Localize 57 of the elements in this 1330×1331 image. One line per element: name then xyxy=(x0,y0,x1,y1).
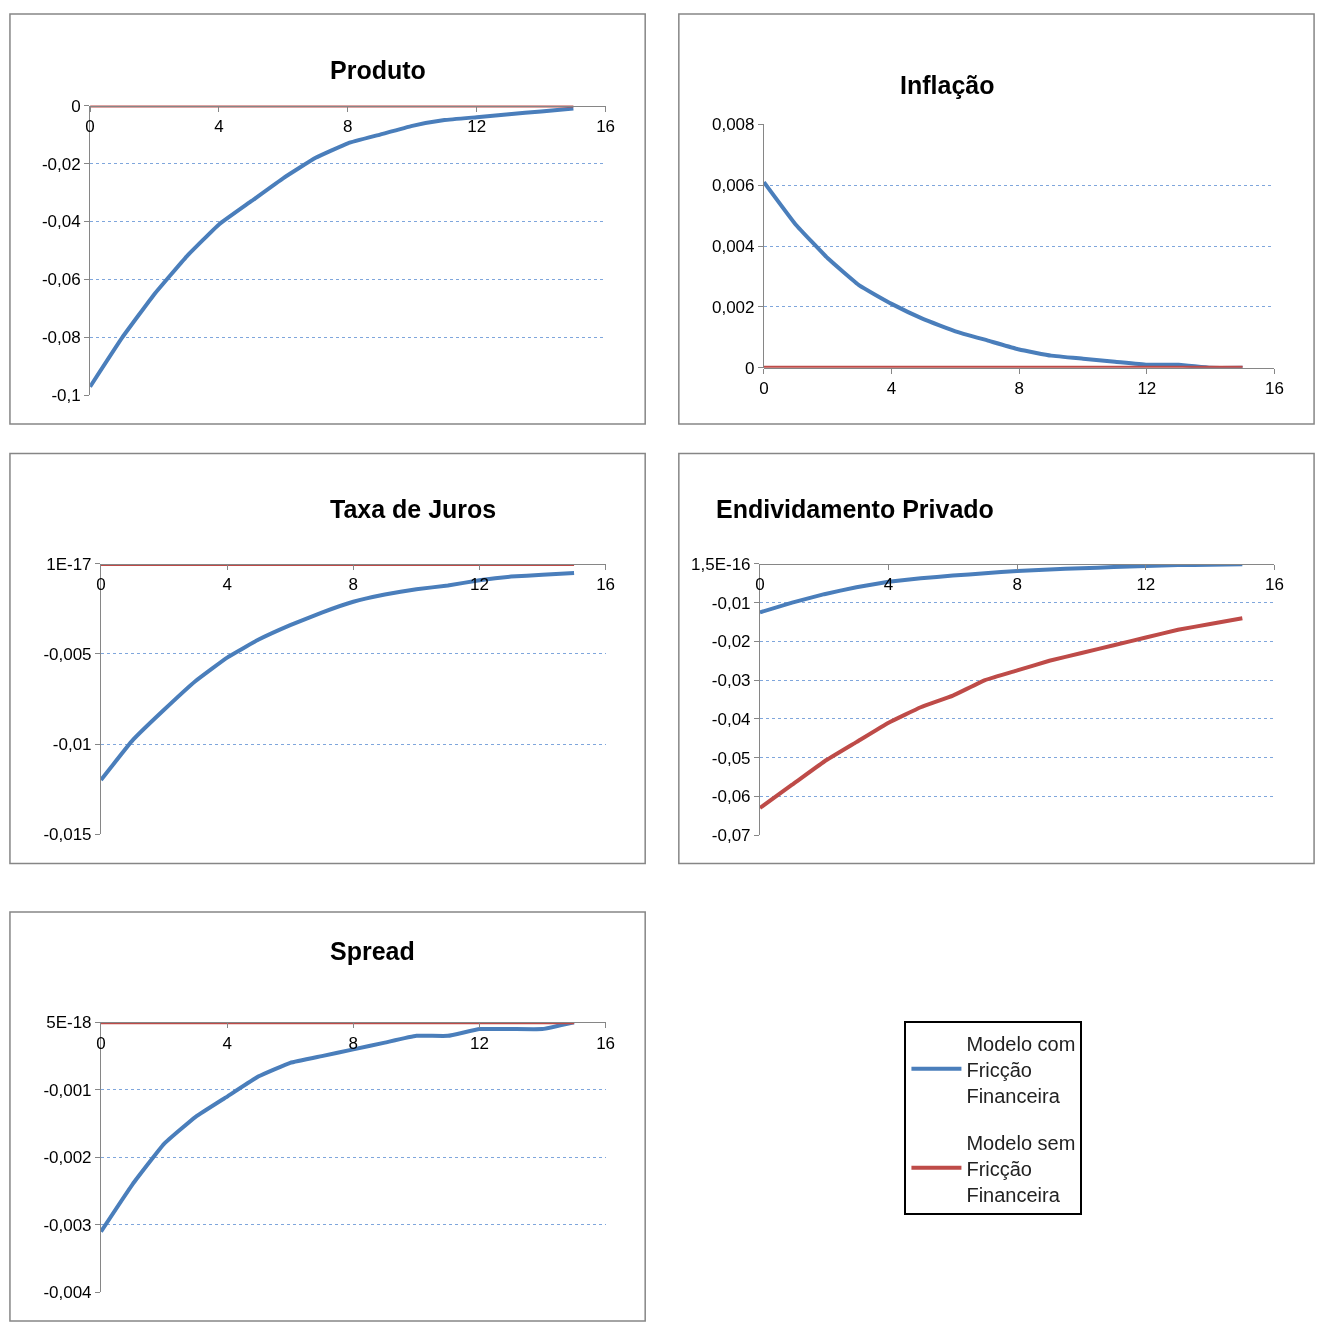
x-tick-label: 0 xyxy=(96,575,106,595)
y-tick-label: -0,04 xyxy=(711,709,751,729)
chart-title: Spread xyxy=(330,937,415,965)
y-tick-label: -0,005 xyxy=(43,644,92,664)
x-tick-label: 4 xyxy=(214,117,224,136)
y-tick-label: 0 xyxy=(71,96,81,116)
x-tick-label: 8 xyxy=(348,1033,359,1053)
y-tick-label: -0,015 xyxy=(43,825,92,844)
y-tick-label: -0,08 xyxy=(41,328,81,348)
y-tick-label: 0 xyxy=(745,358,755,378)
x-tick-label: 12 xyxy=(1136,575,1156,595)
x-tick-label: 8 xyxy=(348,575,359,595)
y-tick-label: -0,06 xyxy=(41,270,81,290)
x-tick-label: 8 xyxy=(343,117,353,136)
y-tick-label: -0,003 xyxy=(43,1215,92,1235)
x-tick-label: 0 xyxy=(759,379,769,399)
chart-title: Endividamento Privado xyxy=(716,495,994,523)
y-tick-label: -0,07 xyxy=(711,825,751,845)
x-tick-label: 8 xyxy=(1012,575,1022,595)
y-tick-label: 5E-18 xyxy=(46,1013,92,1033)
x-tick-label: 4 xyxy=(886,379,897,399)
y-tick-label: -0,05 xyxy=(711,748,751,768)
line-series xyxy=(759,616,1245,810)
chart-title: Taxa de Juros xyxy=(330,495,497,523)
x-tick-label: 12 xyxy=(469,1033,489,1053)
y-tick-label: -0,1 xyxy=(51,386,81,406)
x-tick-label: 12 xyxy=(1137,379,1157,399)
chart-title: Produto xyxy=(330,56,426,84)
x-tick-label: 12 xyxy=(467,117,487,136)
y-tick-label: -0,002 xyxy=(43,1148,92,1168)
y-tick-label: -0,001 xyxy=(43,1080,92,1100)
x-tick-label: 8 xyxy=(1014,379,1024,399)
y-tick-label: -0,01 xyxy=(711,593,751,613)
x-tick-label: 16 xyxy=(596,575,616,595)
x-tick-label: 4 xyxy=(222,575,232,595)
y-tick-label: -0,03 xyxy=(711,671,751,691)
chart-title: Inflação xyxy=(900,71,995,99)
y-tick-label: -0,01 xyxy=(52,734,92,754)
y-tick-label: -0,02 xyxy=(41,154,81,174)
y-tick-label: 0,002 xyxy=(711,297,755,317)
y-tick-label: -0,06 xyxy=(711,787,751,807)
x-tick-label: 16 xyxy=(1265,575,1284,595)
y-tick-label: -0,004 xyxy=(43,1283,92,1303)
y-tick-label: 0,008 xyxy=(711,115,755,135)
x-tick-label: 4 xyxy=(222,1033,232,1053)
y-tick-label: 0,004 xyxy=(711,237,755,257)
x-tick-label: 16 xyxy=(596,1033,616,1053)
y-tick-label: 1E-17 xyxy=(46,554,92,574)
x-tick-label: 0 xyxy=(96,1033,106,1053)
y-tick-label: 1,5E-16 xyxy=(691,554,751,574)
legend-label: Modelo com Fricção Financeira xyxy=(966,1032,1076,1107)
y-tick-label: -0,04 xyxy=(41,212,81,232)
y-tick-label: 0,006 xyxy=(711,176,755,196)
x-tick-label: 16 xyxy=(1265,379,1284,399)
legend-label: Modelo sem Fricção Financeira xyxy=(966,1131,1076,1206)
x-tick-label: 16 xyxy=(596,117,616,136)
y-tick-label: -0,02 xyxy=(711,632,751,652)
